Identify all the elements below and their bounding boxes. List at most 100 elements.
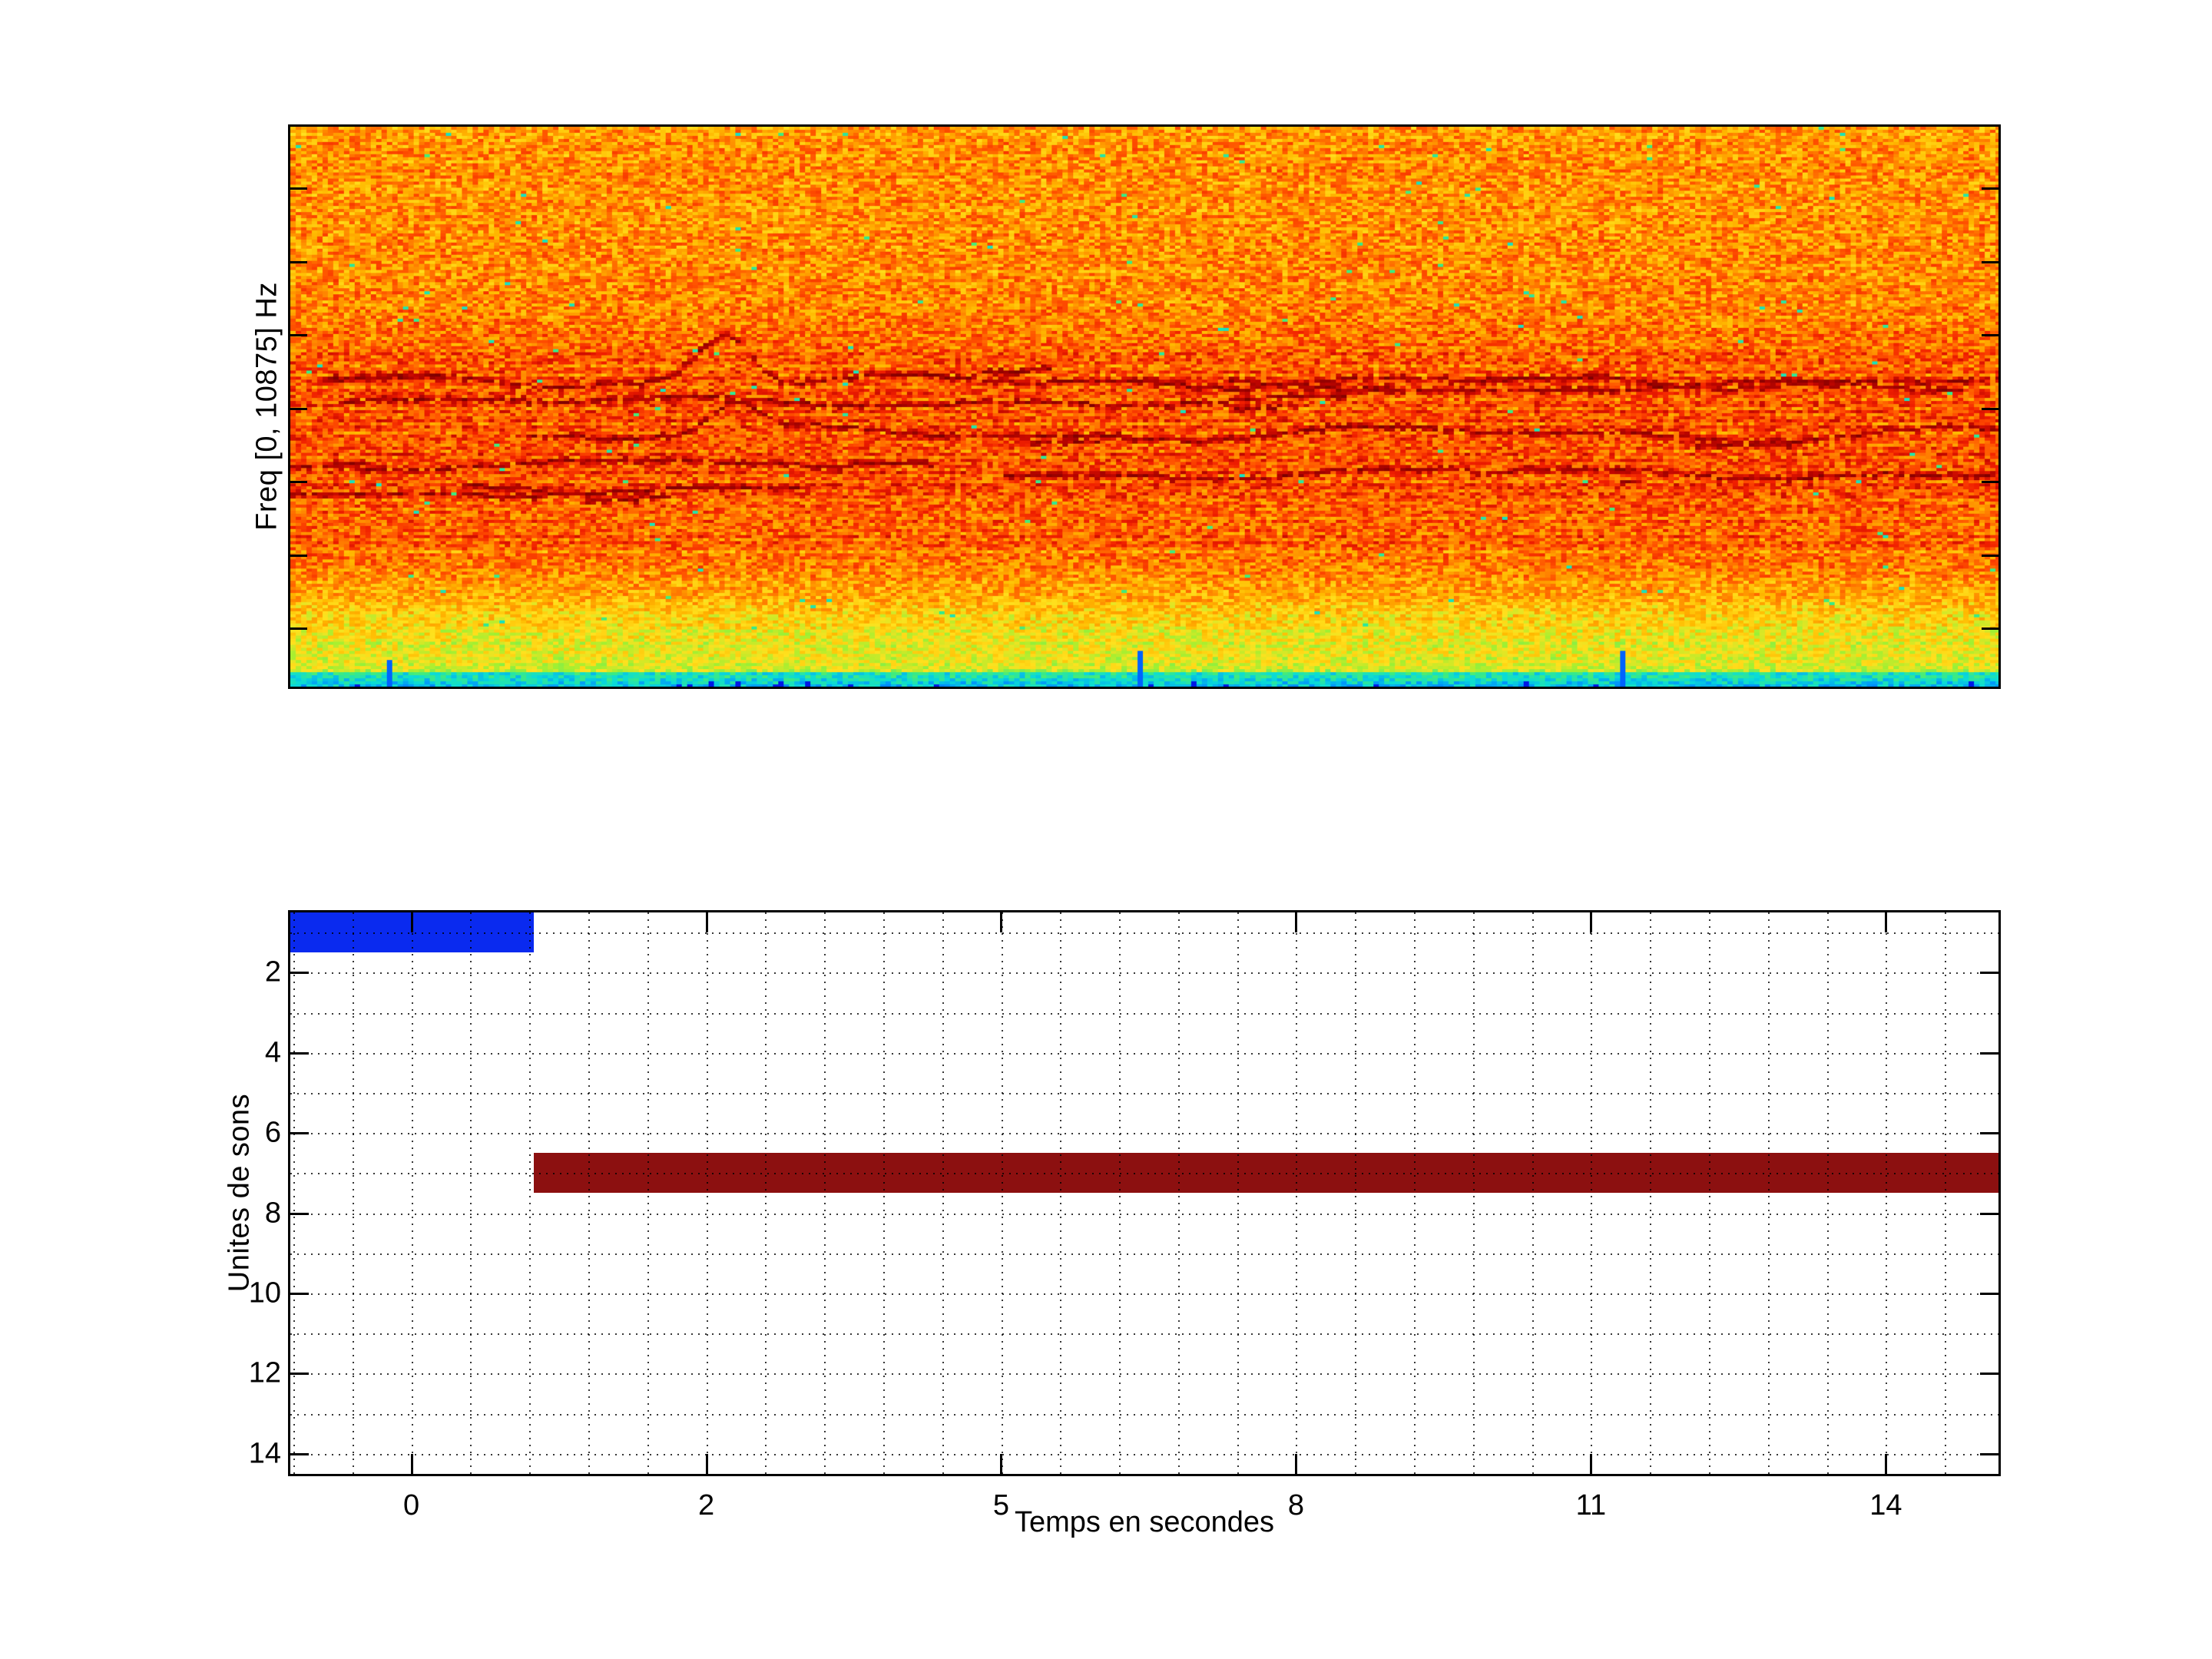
y-tick-label: 4 [264,1036,281,1069]
freq-tick-right [1982,628,1998,631]
y-tick-label: 12 [248,1356,281,1389]
x-gridline [1472,912,1475,1474]
y-tick-right [1980,972,1998,975]
y-tick-right [1980,1452,1998,1455]
x-tick-top [705,912,708,932]
x-gridline [1237,912,1239,1474]
y-gridline [290,1092,1998,1094]
y-gridline [290,1413,1998,1416]
timeline-y-axis-label: Unites de sons [223,1093,256,1293]
y-gridline [290,1012,1998,1015]
y-tick-left [290,1132,309,1135]
y-tick-right [1980,1051,1998,1055]
x-tick-top [1000,912,1003,932]
x-gridline [706,912,708,1474]
x-gridline [1767,912,1770,1474]
x-tick-bottom [1590,1454,1593,1474]
y-tick-right [1980,1132,1998,1135]
x-tick-label: 8 [1287,1489,1305,1522]
y-gridline [290,1173,1998,1175]
x-tick-label: 11 [1575,1489,1607,1522]
y-tick-left [290,972,309,975]
x-gridline [1060,912,1062,1474]
freq-tick-right [1982,334,1998,337]
x-gridline [942,912,944,1474]
freq-tick-left [290,407,307,410]
freq-tick-right [1982,187,1998,190]
y-tick-right [1980,1293,1998,1296]
x-gridline [1591,912,1593,1474]
x-tick-bottom [1295,1454,1298,1474]
bar-sound-unit-7 [534,1153,1998,1194]
x-gridline [1945,912,1947,1474]
x-tick-top [1295,912,1298,932]
x-gridline [1709,912,1711,1474]
x-gridline [1650,912,1652,1474]
freq-tick-right [1982,260,1998,263]
y-gridline [290,932,1998,935]
x-gridline [1119,912,1121,1474]
x-gridline [1532,912,1534,1474]
y-tick-label: 10 [248,1277,281,1310]
x-gridline [882,912,885,1474]
x-tick-bottom [705,1454,708,1474]
freq-tick-right [1982,407,1998,410]
x-gridline [1296,912,1298,1474]
y-tick-right [1980,1373,1998,1376]
x-tick-label: 5 [992,1489,1010,1522]
y-gridline [290,1373,1998,1376]
x-tick-bottom [1000,1454,1003,1474]
y-tick-label: 2 [264,955,281,988]
spectrogram-axes [288,124,2001,689]
freq-tick-left [290,334,307,337]
y-tick-left [290,1373,309,1376]
timeline-axes: 0 2 5 8 11 14 2 4 6 8 10 12 14 [249,910,2001,1522]
y-gridline [290,1333,1998,1336]
x-tick-top [410,912,413,932]
freq-tick-left [290,554,307,557]
x-tick-top [1885,912,1888,932]
x-gridline [1414,912,1416,1474]
y-tick-label: 8 [264,1197,281,1230]
x-gridline [470,912,472,1474]
x-gridline [1001,912,1003,1474]
y-tick-left [290,1051,309,1055]
x-gridline [588,912,590,1474]
y-tick-left [290,1212,309,1215]
freq-tick-left [290,628,307,631]
spectrogram-image [290,127,1998,687]
freq-tick-left [290,481,307,484]
freq-tick-left [290,187,307,190]
freq-tick-left [290,260,307,263]
y-gridline [290,1253,1998,1255]
y-tick-left [290,1293,309,1296]
x-tick-label: 14 [1869,1489,1902,1522]
x-tick-label: 0 [402,1489,420,1522]
x-gridline [1355,912,1357,1474]
x-gridline [529,912,531,1474]
x-tick-top [1590,912,1593,932]
freq-tick-right [1982,481,1998,484]
x-tick-label: 2 [697,1489,715,1522]
x-gridline [1826,912,1829,1474]
y-tick-right [1980,1212,1998,1215]
x-gridline [293,912,295,1474]
y-gridline [290,1133,1998,1135]
x-gridline [824,912,826,1474]
x-tick-bottom [410,1454,413,1474]
y-tick-left [290,1452,309,1455]
y-gridline [290,1453,1998,1455]
y-gridline [290,1293,1998,1296]
y-tick-label: 6 [264,1116,281,1149]
x-gridline [352,912,354,1474]
y-gridline [290,972,1998,975]
x-gridline [411,912,413,1474]
timeline-x-axis-label: Temps en secondes [1015,1506,1274,1538]
freq-tick-right [1982,554,1998,557]
x-gridline [1886,912,1888,1474]
y-tick-label: 14 [248,1437,281,1470]
x-gridline [1177,912,1180,1474]
x-gridline [647,912,649,1474]
x-tick-bottom [1885,1454,1888,1474]
